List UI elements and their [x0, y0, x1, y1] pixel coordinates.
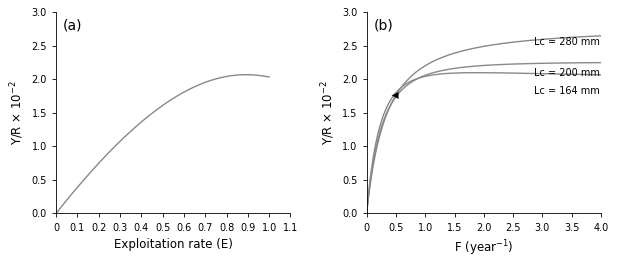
Text: Lc = 164 mm: Lc = 164 mm	[534, 86, 599, 96]
Y-axis label: Y/R $\times$ 10$^{-2}$: Y/R $\times$ 10$^{-2}$	[319, 81, 336, 145]
Text: (a): (a)	[63, 18, 83, 32]
X-axis label: F (year$^{-1}$): F (year$^{-1}$)	[454, 238, 513, 258]
Text: Lc = 200 mm: Lc = 200 mm	[534, 68, 600, 78]
Text: (b): (b)	[374, 18, 394, 32]
Y-axis label: Y/R $\times$ 10$^{-2}$: Y/R $\times$ 10$^{-2}$	[9, 81, 26, 145]
Text: Lc = 280 mm: Lc = 280 mm	[534, 37, 600, 47]
X-axis label: Exploitation rate (E): Exploitation rate (E)	[114, 238, 233, 251]
